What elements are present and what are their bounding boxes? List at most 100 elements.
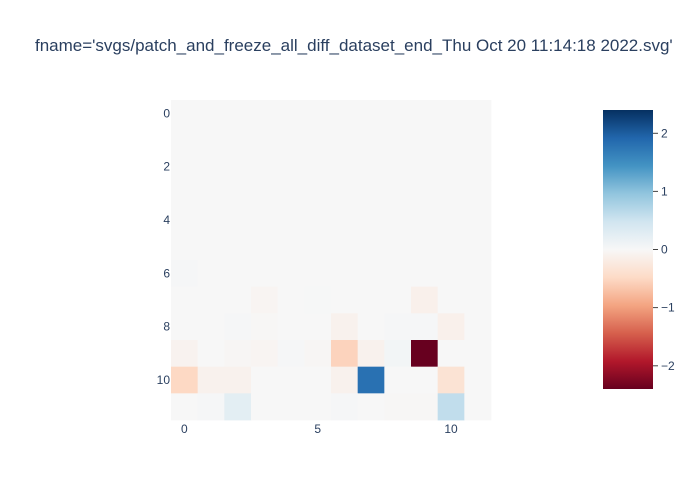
heatmap-cell bbox=[331, 313, 359, 341]
y-tick-label: 8 bbox=[163, 320, 170, 334]
x-tick-label: 0 bbox=[181, 422, 188, 436]
heatmap-cell bbox=[171, 153, 199, 181]
heatmap-cell bbox=[464, 233, 492, 261]
heatmap-cell bbox=[224, 313, 252, 341]
heatmap-cell bbox=[331, 206, 359, 234]
heatmap-cell bbox=[277, 260, 305, 288]
heatmap-cell bbox=[197, 366, 225, 394]
heatmap-cell bbox=[331, 180, 359, 208]
heatmap-cell bbox=[197, 393, 225, 421]
heatmap-cell bbox=[331, 286, 359, 314]
heatmap-cell bbox=[464, 313, 492, 341]
heatmap-cell bbox=[464, 153, 492, 181]
heatmap-cell bbox=[224, 100, 252, 128]
heatmap-cell bbox=[304, 126, 332, 154]
heatmap-cell bbox=[331, 126, 359, 154]
heatmap-cell bbox=[304, 180, 332, 208]
heatmap-cell bbox=[384, 286, 412, 314]
heatmap-cell bbox=[331, 100, 359, 128]
heatmap-cell bbox=[357, 180, 385, 208]
heatmap-cell bbox=[304, 233, 332, 261]
heatmap-cell bbox=[277, 100, 305, 128]
heatmap-cell bbox=[411, 393, 439, 421]
heatmap-cell bbox=[224, 153, 252, 181]
heatmap-cell bbox=[384, 126, 412, 154]
colorbar-tick-label: 0 bbox=[661, 243, 668, 257]
y-tick-label: 0 bbox=[163, 106, 170, 120]
heatmap-cell bbox=[251, 313, 279, 341]
y-tick-label: 10 bbox=[157, 373, 171, 387]
heatmap-cell bbox=[384, 233, 412, 261]
heatmap-cell bbox=[437, 313, 465, 341]
heatmap-cell bbox=[437, 260, 465, 288]
heatmap-cell bbox=[357, 260, 385, 288]
colorbar: 2 1 0 −1 −2 bbox=[603, 110, 675, 389]
heatmap-cell bbox=[384, 206, 412, 234]
heatmap-cell bbox=[197, 286, 225, 314]
colorbar-tick-label: 2 bbox=[661, 126, 668, 140]
heatmap-cell bbox=[411, 340, 439, 368]
heatmap-cell bbox=[357, 126, 385, 154]
heatmap-cell bbox=[411, 366, 439, 394]
heatmap-cell bbox=[464, 100, 492, 128]
heatmap-cell bbox=[251, 286, 279, 314]
heatmap-cell bbox=[224, 393, 252, 421]
heatmap-cell bbox=[277, 313, 305, 341]
heatmap-cell bbox=[171, 126, 199, 154]
heatmap-cell bbox=[331, 366, 359, 394]
heatmap-cell bbox=[197, 126, 225, 154]
heatmap-cell bbox=[197, 100, 225, 128]
heatmap-cell bbox=[197, 340, 225, 368]
colorbar-tick-label: −2 bbox=[661, 359, 675, 373]
heatmap-cell bbox=[224, 286, 252, 314]
heatmap-cell bbox=[304, 340, 332, 368]
heatmap-cell bbox=[171, 366, 199, 394]
heatmap-cell bbox=[304, 393, 332, 421]
heatmap-cell bbox=[464, 286, 492, 314]
heatmap-cell bbox=[171, 340, 199, 368]
heatmap-cell bbox=[437, 393, 465, 421]
heatmap-cells bbox=[171, 100, 492, 421]
heatmap-cell bbox=[197, 260, 225, 288]
heatmap-cell bbox=[251, 233, 279, 261]
heatmap-cell bbox=[171, 313, 199, 341]
heatmap-cell bbox=[411, 126, 439, 154]
y-tick-label: 2 bbox=[163, 160, 170, 174]
heatmap-cell bbox=[357, 153, 385, 181]
heatmap-cell bbox=[384, 180, 412, 208]
heatmap-cell bbox=[251, 180, 279, 208]
heatmap-cell bbox=[171, 286, 199, 314]
heatmap-cell bbox=[411, 260, 439, 288]
heatmap-cell bbox=[277, 126, 305, 154]
heatmap-cell bbox=[171, 393, 199, 421]
heatmap-cell bbox=[411, 153, 439, 181]
heatmap-cell bbox=[171, 100, 199, 128]
heatmap-cell bbox=[464, 206, 492, 234]
heatmap-cell bbox=[251, 260, 279, 288]
heatmap-cell bbox=[331, 233, 359, 261]
heatmap-cell bbox=[224, 233, 252, 261]
heatmap-cell bbox=[304, 153, 332, 181]
chart-title: fname='svgs/patch_and_freeze_all_diff_da… bbox=[35, 36, 673, 55]
x-tick-label: 5 bbox=[314, 422, 321, 436]
heatmap-cell bbox=[411, 233, 439, 261]
heatmap-cell bbox=[277, 286, 305, 314]
heatmap-cell bbox=[171, 206, 199, 234]
y-axis-ticks: 0 2 4 6 8 10 bbox=[157, 106, 171, 387]
colorbar-tick-label: 1 bbox=[661, 184, 668, 198]
heatmap-cell bbox=[357, 233, 385, 261]
heatmap-cell bbox=[331, 340, 359, 368]
heatmap-cell bbox=[197, 206, 225, 234]
heatmap-cell bbox=[251, 366, 279, 394]
heatmap-cell bbox=[437, 233, 465, 261]
heatmap-cell bbox=[357, 366, 385, 394]
heatmap-cell bbox=[277, 206, 305, 234]
heatmap-cell bbox=[251, 340, 279, 368]
heatmap-cell bbox=[437, 153, 465, 181]
heatmap-cell bbox=[171, 233, 199, 261]
heatmap-cell bbox=[277, 233, 305, 261]
heatmap-cell bbox=[437, 206, 465, 234]
heatmap-cell bbox=[384, 313, 412, 341]
heatmap-cell bbox=[251, 393, 279, 421]
